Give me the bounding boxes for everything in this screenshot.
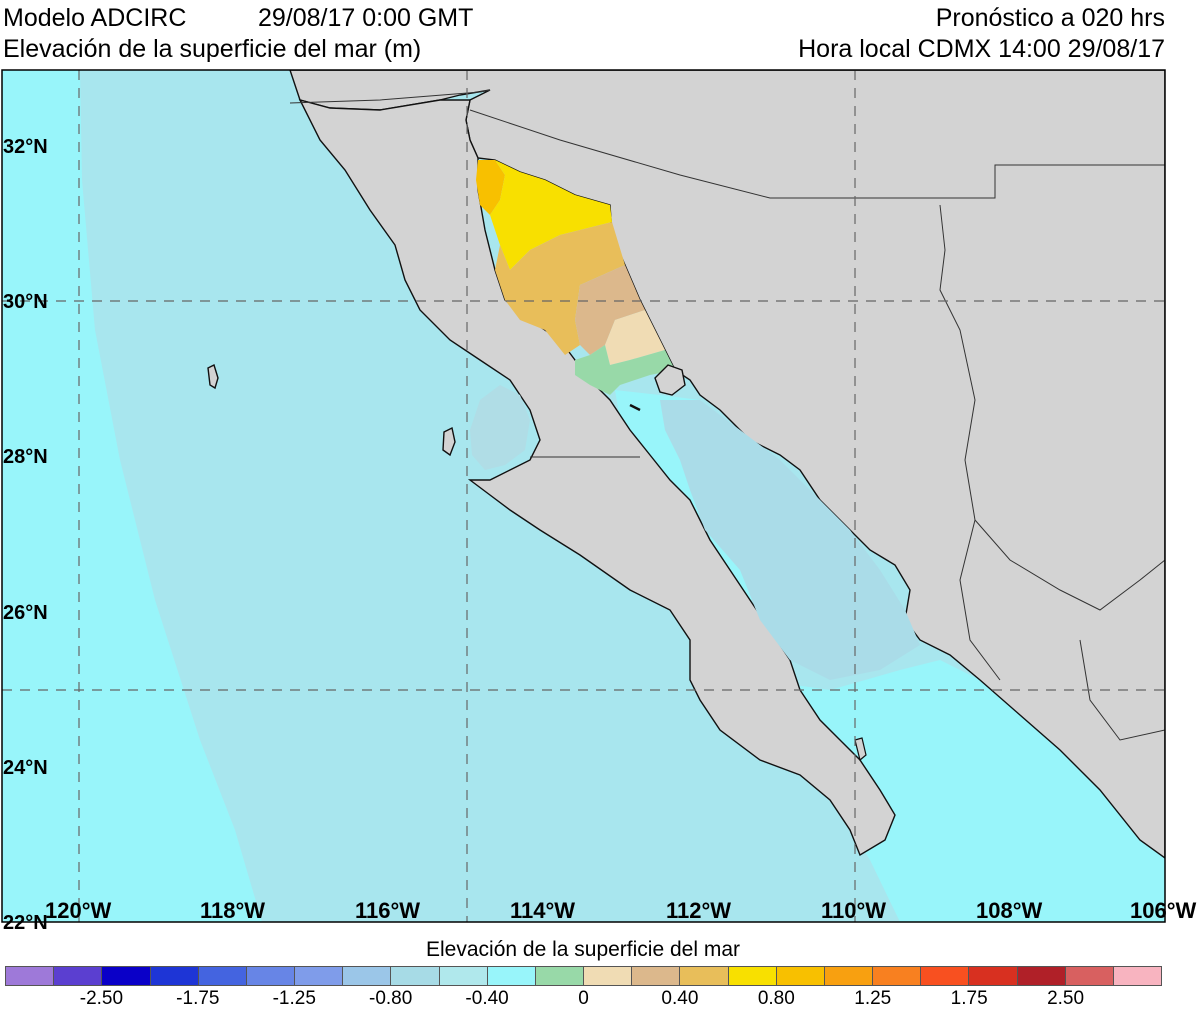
lat-label: 26°N — [3, 602, 48, 624]
colorbar-title: Elevación de la superficie del mar — [426, 938, 740, 961]
isla-angel-guarda — [629, 403, 641, 412]
state-borders — [289, 89, 1165, 741]
map-frame — [1, 69, 1166, 923]
gulf-surge-green — [575, 345, 675, 395]
colorbar-tick-label: 0 — [578, 988, 589, 1009]
colorbar-tick-label: 0.80 — [757, 988, 795, 1009]
colorbar-cell — [439, 967, 488, 985]
colorbar-cell — [921, 967, 970, 985]
lon-label: 108°W — [976, 898, 1043, 923]
colorbar-cell — [632, 967, 681, 985]
graticule — [2, 70, 1165, 922]
colorbar-tick-label: -0.80 — [369, 988, 413, 1009]
datetime-label: 29/08/17 0:00 GMT — [258, 4, 474, 32]
lat-label: 30°N — [3, 291, 48, 313]
colorbar-tick-label: 0.40 — [661, 988, 699, 1009]
lat-label: 24°N — [3, 757, 48, 779]
colorbar-tick-label: -0.40 — [465, 988, 509, 1009]
gulf-surge-orange — [476, 160, 505, 215]
colorbar-cell — [1065, 967, 1114, 985]
isla-tiburon — [654, 364, 686, 396]
gulf-surge-gold — [495, 222, 625, 355]
lon-label: 116°W — [355, 898, 421, 923]
colorbar-tick-label: -2.50 — [79, 988, 124, 1009]
baja-peninsula — [298, 98, 896, 857]
vizcaino-bay-shelf — [470, 385, 530, 470]
lon-label: 112°W — [666, 898, 732, 923]
colorbar-cell — [150, 967, 199, 985]
gulf-surge-yellow — [490, 160, 612, 270]
colorbar-cell — [680, 967, 729, 985]
lat-label: 32°N — [3, 136, 48, 158]
colorbar-tick-label: 1.25 — [854, 988, 892, 1009]
colorbar-cell — [102, 967, 151, 985]
colorbar-cell — [198, 967, 247, 985]
colorbar-cell — [728, 967, 777, 985]
colorbar — [5, 966, 1162, 986]
gulf-surge-tan — [575, 265, 645, 355]
lon-label: 114°W — [510, 898, 576, 923]
colorbar-cell — [824, 967, 874, 985]
colorbar-cell — [54, 967, 103, 985]
variable-title: Elevación de la superficie del mar (m) — [3, 35, 422, 63]
colorbar-tick-label: 1.75 — [950, 988, 988, 1009]
colorbar-cell — [6, 967, 55, 985]
colorbar-cell — [295, 967, 344, 985]
local-time-label: Hora local CDMX 14:00 29/08/17 — [798, 35, 1165, 63]
colorbar-cell — [246, 967, 296, 985]
colorbar-cell — [873, 967, 922, 985]
model-title: Modelo ADCIRC — [3, 4, 187, 32]
colorbar-cell — [535, 967, 585, 985]
colorbar-cell — [1113, 967, 1162, 985]
colorbar-cell — [584, 967, 633, 985]
colorbar-tick-label: -1.25 — [272, 988, 316, 1009]
lat-label: 22°N — [3, 912, 48, 934]
lon-label: 110°W — [821, 898, 887, 923]
lat-label: 28°N — [3, 446, 48, 468]
colorbar-tick-label: 2.50 — [1047, 988, 1085, 1009]
colorbar-cell — [487, 967, 536, 985]
isla-san-jose — [854, 737, 867, 762]
isla-guadalupe — [207, 364, 219, 390]
gulf-surge-beige — [605, 310, 665, 365]
colorbar-cell — [343, 967, 392, 985]
colorbar-cell — [391, 967, 440, 985]
lon-label: 120°W — [45, 898, 112, 923]
lon-label: 106°W — [1130, 898, 1197, 923]
forecast-label: Pronóstico a 020 hrs — [935, 4, 1165, 32]
colorbar-tick-label: -1.75 — [176, 988, 220, 1009]
open-ocean-band — [2, 70, 262, 922]
lon-label: 118°W — [200, 898, 266, 923]
colorbar-cell — [776, 967, 825, 985]
colorbar-cell — [969, 967, 1018, 985]
colorbar-cell — [1017, 967, 1066, 985]
isla-cedros — [442, 426, 456, 457]
